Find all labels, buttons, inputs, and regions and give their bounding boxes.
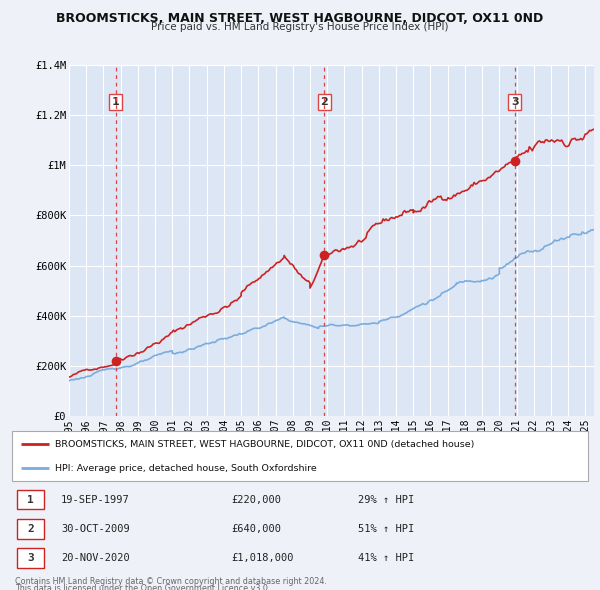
Text: 29% ↑ HPI: 29% ↑ HPI [358, 495, 414, 504]
FancyBboxPatch shape [12, 431, 588, 481]
Text: 20-NOV-2020: 20-NOV-2020 [61, 553, 130, 563]
Text: 3: 3 [511, 97, 518, 107]
Text: BROOMSTICKS, MAIN STREET, WEST HAGBOURNE, DIDCOT, OX11 0ND (detached house): BROOMSTICKS, MAIN STREET, WEST HAGBOURNE… [55, 440, 475, 449]
Text: BROOMSTICKS, MAIN STREET, WEST HAGBOURNE, DIDCOT, OX11 0ND: BROOMSTICKS, MAIN STREET, WEST HAGBOURNE… [56, 12, 544, 25]
Text: 1: 1 [27, 495, 34, 504]
Text: £1,018,000: £1,018,000 [231, 553, 293, 563]
Text: 2: 2 [27, 524, 34, 534]
Text: 19-SEP-1997: 19-SEP-1997 [61, 495, 130, 504]
Text: 1: 1 [112, 97, 119, 107]
Text: Price paid vs. HM Land Registry's House Price Index (HPI): Price paid vs. HM Land Registry's House … [151, 22, 449, 32]
Text: HPI: Average price, detached house, South Oxfordshire: HPI: Average price, detached house, Sout… [55, 464, 317, 473]
Text: 3: 3 [27, 553, 34, 563]
Text: £640,000: £640,000 [231, 524, 281, 534]
FancyBboxPatch shape [17, 549, 44, 568]
Text: Contains HM Land Registry data © Crown copyright and database right 2024.: Contains HM Land Registry data © Crown c… [15, 577, 327, 586]
FancyBboxPatch shape [17, 490, 44, 510]
Text: £220,000: £220,000 [231, 495, 281, 504]
Text: 2: 2 [320, 97, 328, 107]
Text: 41% ↑ HPI: 41% ↑ HPI [358, 553, 414, 563]
Text: 51% ↑ HPI: 51% ↑ HPI [358, 524, 414, 534]
FancyBboxPatch shape [17, 519, 44, 539]
Text: This data is licensed under the Open Government Licence v3.0.: This data is licensed under the Open Gov… [15, 584, 271, 590]
Text: 30-OCT-2009: 30-OCT-2009 [61, 524, 130, 534]
